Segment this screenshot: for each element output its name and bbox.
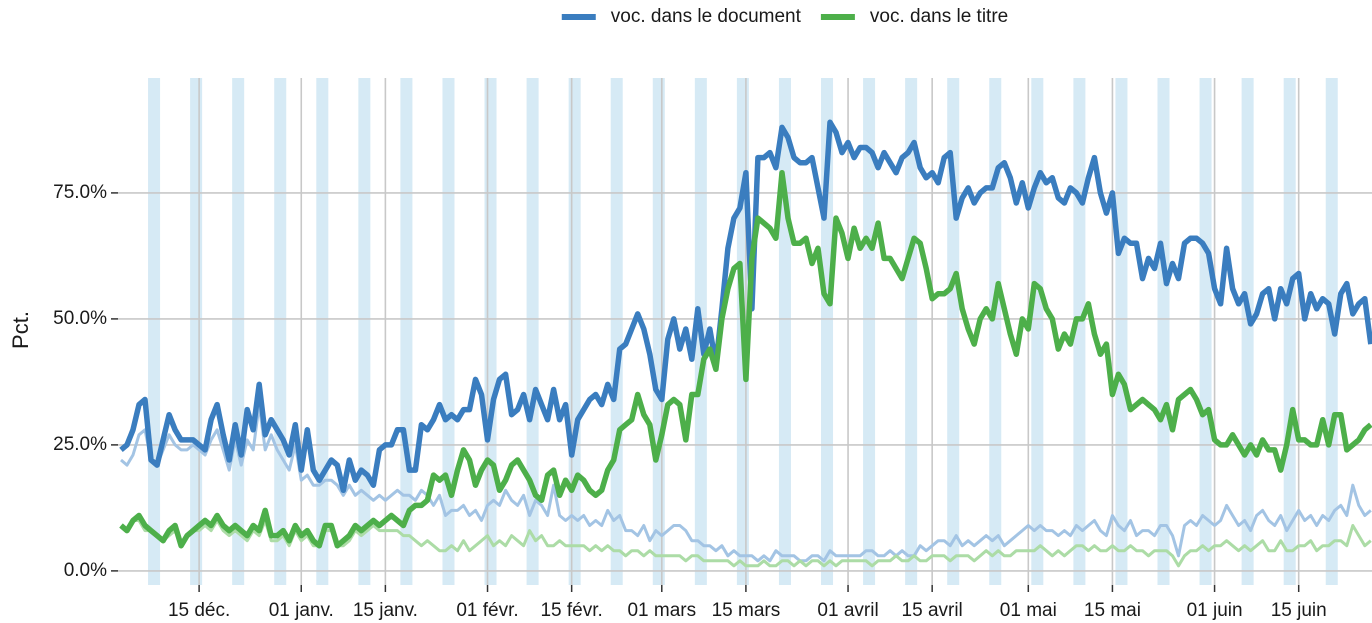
legend-label: voc. dans le document — [611, 6, 802, 27]
x-tick-label: 01 juin — [1187, 600, 1243, 621]
x-tick-label: 15 avril — [902, 600, 963, 621]
weekend-band — [232, 78, 245, 585]
weekend-band — [1199, 78, 1212, 585]
weekend-band — [863, 78, 876, 585]
x-tick-label: 01 janv. — [269, 600, 334, 621]
plot-area — [118, 78, 1372, 585]
weekend-band — [989, 78, 1002, 585]
y-tick-label: 25.0% — [53, 434, 107, 455]
x-tick-label: 15 mai — [1084, 600, 1141, 621]
y-tick-label: 0.0% — [64, 560, 107, 581]
weekend-band — [1283, 78, 1296, 585]
weekend-band — [905, 78, 918, 585]
weekend-band — [190, 78, 203, 585]
x-tick-label: 15 janv. — [353, 600, 418, 621]
weekend-band — [1031, 78, 1044, 585]
weekend-band — [1157, 78, 1170, 585]
x-tick-label: 15 juin — [1271, 600, 1327, 621]
weekend-band — [526, 78, 539, 585]
weekend-band — [442, 78, 455, 585]
weekend-band — [1115, 78, 1128, 585]
weekend-band — [148, 78, 161, 585]
y-axis-label: Pct. — [8, 311, 33, 349]
weekend-band — [652, 78, 665, 585]
weekend-band — [358, 78, 371, 585]
series-line — [119, 119, 1372, 494]
x-tick-label: 01 mai — [1000, 600, 1057, 621]
x-tick-label: 01 févr. — [456, 600, 518, 621]
weekend-band — [316, 78, 329, 585]
y-tick-label: 75.0% — [53, 182, 107, 203]
legend-label: voc. dans le titre — [870, 6, 1008, 27]
weekend-band — [610, 78, 623, 585]
x-tick-label: 15 mars — [712, 600, 781, 621]
weekend-band — [778, 78, 791, 585]
weekend-band — [568, 78, 581, 585]
x-tick-label: 15 déc. — [168, 600, 230, 621]
x-tick-label: 01 avril — [817, 600, 878, 621]
x-tick-label: 15 févr. — [540, 600, 602, 621]
series-line — [120, 519, 1372, 568]
y-tick-label: 50.0% — [53, 308, 107, 329]
x-tick-label: 01 mars — [627, 600, 696, 621]
weekend-band — [274, 78, 287, 585]
series-line — [119, 169, 1372, 549]
weekend-band — [1241, 78, 1254, 585]
series-line — [120, 403, 1372, 563]
legend: voc. dans le document voc. dans le titre — [561, 6, 1008, 27]
